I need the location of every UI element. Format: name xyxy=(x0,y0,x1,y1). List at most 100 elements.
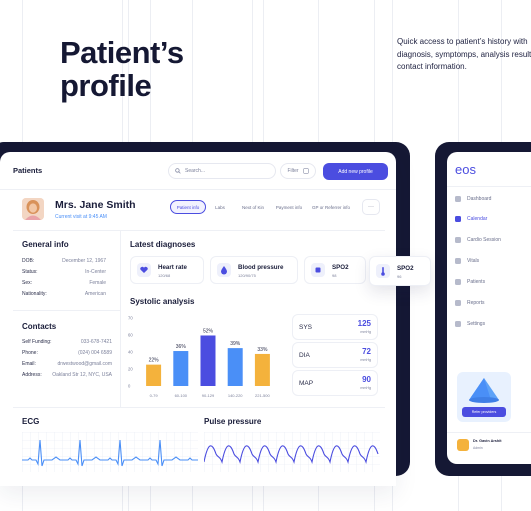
dob-label: DOB: xyxy=(22,258,35,264)
chart-bar[interactable] xyxy=(173,351,189,386)
column-divider xyxy=(120,231,121,407)
metric-label: MAP xyxy=(299,380,314,387)
email-label: Email: xyxy=(22,361,36,367)
sidebar-item-cardio-session[interactable]: Cardio Session xyxy=(455,237,501,243)
reports-icon xyxy=(455,300,461,306)
diagnosis-label: Heart rate xyxy=(158,264,187,271)
x-tick-label: 90-129 xyxy=(202,393,215,398)
sidebar-item-patients[interactable]: Patients xyxy=(455,279,485,285)
filter-button[interactable]: Filter xyxy=(280,163,316,179)
sidebar-item-dashboard[interactable]: Dashboard xyxy=(455,196,491,202)
metric-unit: mmHg xyxy=(360,358,371,362)
current-visit: Current visit at 9:45 AM xyxy=(55,214,107,220)
chart-bar[interactable] xyxy=(200,335,216,386)
chart-bar[interactable] xyxy=(254,353,270,386)
promo-card: Refer providers xyxy=(457,372,511,422)
sidebar-item-settings[interactable]: Settings xyxy=(455,321,485,327)
self-funding-label: Self Funding: xyxy=(22,339,52,345)
tab-next-of-kin[interactable]: Next of Kin xyxy=(241,204,264,210)
tab-patient-info[interactable]: Patient info xyxy=(170,200,206,214)
y-tick-label: 60 xyxy=(128,333,133,338)
metric-sys: SYS 125 mmHg xyxy=(292,314,378,340)
bar-value-label: 36% xyxy=(176,344,187,350)
metric-value: 125 xyxy=(357,319,371,328)
divider xyxy=(13,310,120,311)
nationality-label: Nationality: xyxy=(22,291,47,297)
promo-illustration xyxy=(469,378,499,403)
diagnosis-value: 96 xyxy=(397,274,402,279)
diagnosis-spo2[interactable]: SPO2 98 xyxy=(304,256,366,284)
metric-label: SYS xyxy=(299,324,313,331)
patient-photo xyxy=(22,198,44,220)
metric-label: DIA xyxy=(299,352,310,359)
patient-profile-window: Patients Search... Filter Add new profil… xyxy=(0,152,396,486)
diagnosis-value: 98 xyxy=(332,273,337,278)
sidebar-item-reports[interactable]: Reports xyxy=(455,300,485,306)
diagnosis-heart-rate[interactable]: Heart rate 120/68 xyxy=(130,256,204,284)
bar-value-label: 22% xyxy=(149,358,160,364)
tab-payment-info[interactable]: Payment info xyxy=(275,204,303,210)
phone-label: Phone: xyxy=(22,350,38,356)
general-info-title: General info xyxy=(22,240,69,249)
ecg-waveform xyxy=(22,439,198,467)
x-tick-label: 60-100 xyxy=(175,393,188,398)
chart-bar[interactable] xyxy=(227,348,243,386)
tab-labs[interactable]: Labs xyxy=(215,204,225,210)
divider xyxy=(13,407,385,408)
y-tick-label: 20 xyxy=(128,367,133,372)
diagnosis-value: 120/90/75 xyxy=(238,273,256,278)
divider xyxy=(447,432,531,433)
email-value: drwestwood@gmail.com xyxy=(57,361,112,367)
heart-icon xyxy=(137,263,151,277)
x-tick-label: 140-220 xyxy=(228,393,243,398)
divider xyxy=(447,186,531,187)
user-avatar[interactable] xyxy=(457,439,469,451)
vitals-icon xyxy=(455,258,461,264)
metric-unit: mmHg xyxy=(360,386,371,390)
diagnosis-label: SPO2 xyxy=(397,265,414,272)
bar-value-label: 52% xyxy=(203,328,214,334)
page-description: Quick access to patient’s history with d… xyxy=(397,36,531,74)
dashboard-icon xyxy=(455,196,461,202)
sidebar-item-label: Settings xyxy=(467,321,486,327)
nationality-value: American xyxy=(84,291,106,297)
sidebar-item-calendar[interactable]: Calendar xyxy=(455,216,487,222)
sidebar-item-vitals[interactable]: Vitals xyxy=(455,258,479,264)
more-options-button[interactable]: ··· xyxy=(362,199,380,215)
refer-providers-button[interactable]: Refer providers xyxy=(462,407,506,417)
add-profile-label: Add new profile xyxy=(338,168,373,175)
search-input[interactable]: Search... xyxy=(168,163,276,179)
metric-unit: mmHg xyxy=(360,330,371,334)
pulse-pressure-chart xyxy=(204,432,380,472)
settings-icon xyxy=(455,321,461,327)
metric-map: MAP 90 mmHg xyxy=(292,370,378,396)
description-line: contact information. xyxy=(397,62,467,71)
diagnosis-label: Blood pressure xyxy=(238,264,284,271)
description-line: Quick access to patient’s history with xyxy=(397,37,528,46)
add-profile-button[interactable]: Add new profile xyxy=(323,163,388,180)
bar-value-label: 39% xyxy=(230,341,241,347)
chart-bar[interactable] xyxy=(146,364,162,386)
x-tick-label: 221-500 xyxy=(255,393,270,398)
divider xyxy=(13,230,385,231)
diagnosis-spo2-floating[interactable]: SPO2 96 xyxy=(369,256,431,286)
systolic-title: Systolic analysis xyxy=(130,297,195,306)
description-line: diagnosis, symptomps, analysis results a… xyxy=(397,49,531,59)
metric-value: 72 xyxy=(362,347,371,356)
diagnosis-label: SPO2 xyxy=(332,264,349,271)
filter-label: Filter xyxy=(287,168,299,174)
diagnosis-blood-pressure[interactable]: Blood pressure 120/90/75 xyxy=(210,256,298,284)
x-tick-label: 0-79 xyxy=(150,393,159,398)
patients-icon xyxy=(455,279,461,285)
sidebar-item-label: Cardio Session xyxy=(467,237,501,243)
divider xyxy=(0,189,396,190)
tab-gp-referrer[interactable]: GP or Referrer info xyxy=(312,204,350,210)
ecg-title: ECG xyxy=(22,417,40,426)
refer-providers-label: Refer providers xyxy=(471,410,497,414)
y-tick-label: 0 xyxy=(128,384,131,389)
user-name: Dr. Gavin Arshit xyxy=(473,439,502,443)
dob-value: December 12, 1967 xyxy=(62,258,106,264)
y-tick-label: 70 xyxy=(128,316,133,321)
sidebar-item-label: Calendar xyxy=(467,216,488,222)
systolic-bar-chart: 70 60 40 20 0 22% 0-79 36% 60-100 52% 90-129 39% 140… xyxy=(128,316,271,399)
